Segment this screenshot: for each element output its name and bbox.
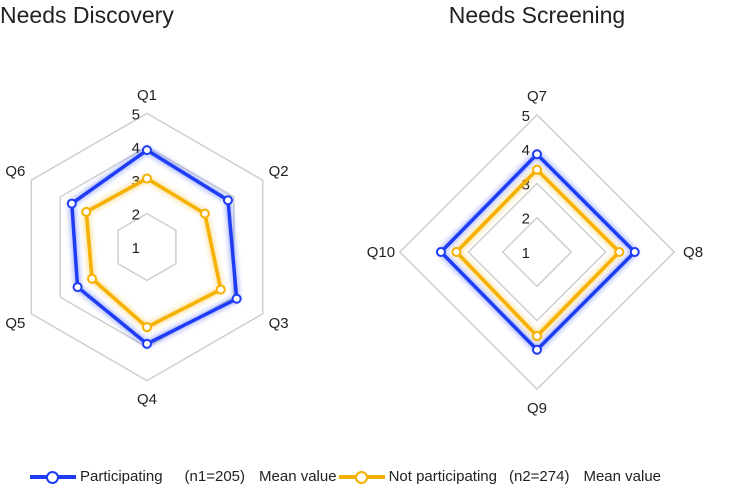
data-point [532,331,542,342]
data-point [451,247,462,257]
axis-label-q8: Q8 [683,244,703,261]
data-point [66,198,77,209]
grid-ring [117,212,177,282]
data-point [142,322,152,333]
legend-label: Participating [80,468,163,485]
axis-label-q3: Q3 [269,315,289,332]
data-point [142,145,152,156]
tick-label: 2 [522,211,530,228]
data-point [532,164,542,175]
series-line-not-participating [84,176,223,329]
axis-label-q7: Q7 [527,88,547,105]
legend-n: (n2=274) [508,468,570,485]
axis-label-q1: Q1 [137,87,157,104]
data-point [72,282,83,293]
data-point [614,247,625,257]
tick-label: 4 [132,140,140,157]
grid-ring [398,113,676,391]
series-line-not-participating [454,167,622,338]
grid-ring [467,182,607,322]
axis-label-q5: Q5 [5,315,25,332]
data-point [532,344,542,355]
axis-label-q4: Q4 [137,391,157,408]
tick-label: 2 [132,207,140,224]
data-point [532,149,542,160]
legend-n: (n1=205) [184,468,246,485]
data-point [142,173,152,184]
data-point [231,293,242,304]
tick-label: 5 [522,108,530,125]
axis-label-q6: Q6 [5,163,25,180]
tick-label: 1 [522,245,530,262]
legend-marker-participating [30,470,76,484]
data-point [142,338,152,349]
tick-label: 1 [132,240,140,257]
legend: Participating (n1=205) Mean value Not pa… [30,468,667,485]
chart-title-needs-discovery: Needs Discovery [0,2,174,28]
data-point [81,206,92,217]
legend-marker-not-participating [338,470,385,484]
data-point [435,247,446,257]
grid-ring [30,112,264,382]
grid-ring [501,216,573,288]
data-point [87,273,98,284]
tick-label: 5 [132,106,140,123]
chart-title-needs-screening: Needs Screening [448,2,626,28]
tick-label: 4 [522,142,530,159]
data-point [199,208,210,219]
axis-label-q2: Q2 [269,163,289,180]
data-point [629,247,640,257]
legend-label: Not participating [388,468,497,485]
axis-label-q10: Q10 [367,244,395,261]
legend-suffix: Mean value [259,468,337,485]
axis-label-q9: Q9 [527,400,547,417]
legend-suffix: Mean value [583,468,662,485]
data-point [215,284,226,295]
data-point [222,195,233,206]
series-glow [451,164,625,342]
